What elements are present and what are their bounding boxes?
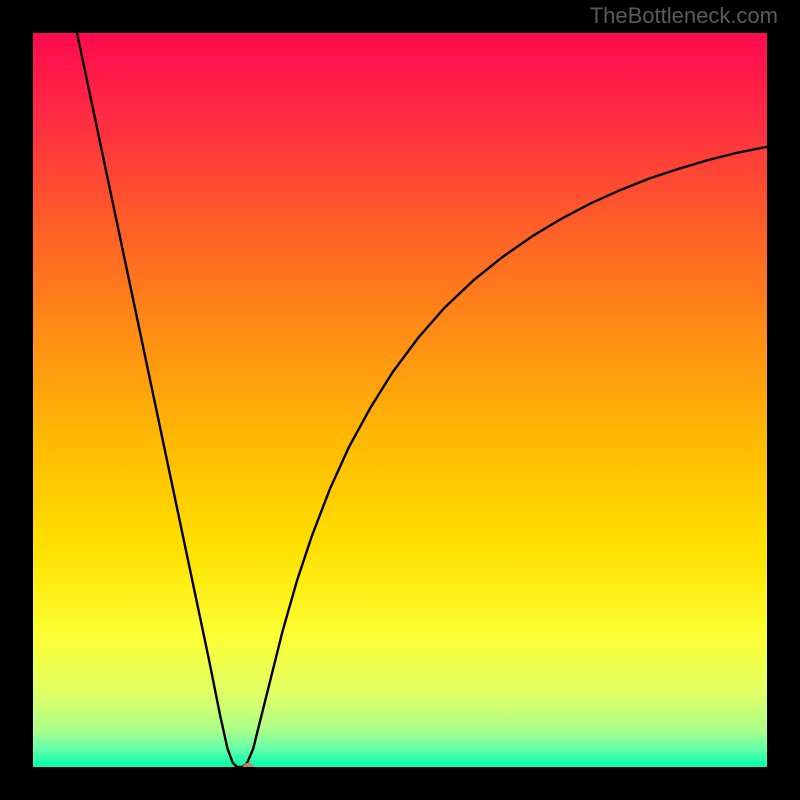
gradient-background bbox=[33, 33, 767, 767]
chart-svg bbox=[33, 33, 767, 767]
plot-area bbox=[33, 33, 767, 767]
watermark-text: TheBottleneck.com bbox=[590, 3, 778, 29]
